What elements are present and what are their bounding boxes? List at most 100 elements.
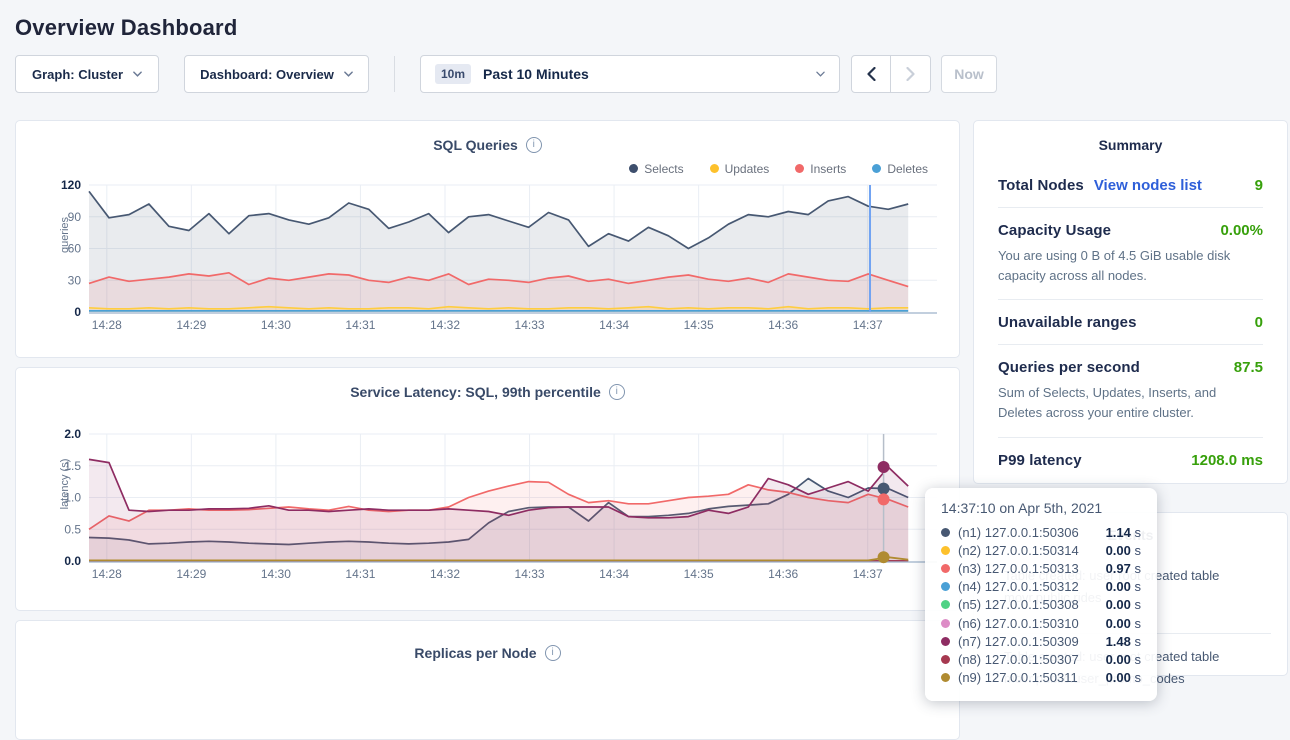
- svg-text:14:36: 14:36: [768, 318, 798, 332]
- svg-text:14:36: 14:36: [768, 567, 798, 581]
- tooltip-row: (n3) 127.0.0.1:50313 0.97 s: [941, 559, 1141, 577]
- svg-text:30: 30: [68, 273, 82, 287]
- service-latency-chart-title: Service Latency: SQL, 99th percentile: [350, 384, 601, 400]
- tooltip-row: (n7) 127.0.0.1:50309 1.48 s: [941, 632, 1141, 650]
- svg-text:120: 120: [61, 178, 81, 192]
- legend-dot-icon: [872, 164, 882, 173]
- svg-text:14:29: 14:29: [176, 318, 206, 332]
- info-icon[interactable]: i: [544, 645, 561, 661]
- prev-time-button[interactable]: [851, 55, 891, 93]
- svg-text:14:34: 14:34: [599, 567, 629, 581]
- time-range-picker[interactable]: 10m Past 10 Minutes: [420, 55, 840, 93]
- graph-scope-dropdown[interactable]: Graph: Cluster: [15, 55, 159, 93]
- legend-label: Selects: [644, 161, 684, 176]
- legend-dot-icon: [709, 164, 719, 173]
- summary-row-unavailable-ranges: Unavailable ranges 0: [998, 299, 1263, 344]
- info-icon[interactable]: i: [525, 137, 542, 153]
- tooltip-node-label: (n3) 127.0.0.1:50313: [958, 560, 1079, 576]
- summary-label: Total Nodes: [998, 177, 1084, 194]
- tooltip-node-value: 0.00 s: [1105, 542, 1141, 558]
- node-color-dot-icon: [941, 673, 950, 683]
- legend-label: Inserts: [810, 161, 847, 176]
- node-color-dot-icon: [941, 563, 950, 573]
- node-color-dot-icon: [941, 618, 950, 628]
- time-range-badge: 10m: [435, 64, 472, 84]
- node-color-dot-icon: [941, 527, 950, 537]
- summary-value: 87.5: [1233, 359, 1263, 377]
- tooltip-node-value: 1.48 s: [1105, 633, 1141, 649]
- svg-text:1.5: 1.5: [64, 459, 81, 473]
- tooltip-node-list: (n1) 127.0.0.1:50306 1.14 s (n2) 127.0.0.1…: [941, 523, 1141, 687]
- tooltip-node-label: (n8) 127.0.0.1:50307: [958, 651, 1079, 667]
- tooltip-node-label: (n7) 127.0.0.1:50309: [958, 633, 1079, 649]
- svg-text:14:37: 14:37: [853, 318, 883, 332]
- node-color-dot-icon: [941, 582, 950, 592]
- legend-item: Selects: [629, 161, 684, 176]
- now-button[interactable]: Now: [941, 55, 997, 93]
- svg-text:1.0: 1.0: [64, 491, 81, 505]
- next-time-button[interactable]: [891, 55, 931, 93]
- legend-label: Updates: [724, 161, 770, 176]
- controls-divider: [394, 56, 395, 92]
- sql-queries-legend: Selects Updates Inserts Deletes: [31, 155, 944, 176]
- svg-text:14:32: 14:32: [430, 567, 460, 581]
- chevron-left-icon: [866, 67, 876, 81]
- summary-row-queries-per-second: Queries per second 87.5 Sum of Selects, …: [998, 344, 1263, 436]
- node-color-dot-icon: [941, 654, 950, 664]
- svg-text:2.0: 2.0: [64, 427, 81, 441]
- svg-text:0.0: 0.0: [64, 554, 81, 568]
- view-nodes-list-link[interactable]: View nodes list: [1093, 177, 1202, 194]
- sql-queries-chart-area[interactable]: queries 14:28 14:29 14:30 14:31 14:32 14:33 14…: [31, 177, 944, 342]
- service-latency-chart-card: Service Latency: SQL, 99th percentile i …: [15, 367, 960, 611]
- page-title: Overview Dashboard: [15, 15, 238, 40]
- svg-text:14:31: 14:31: [345, 567, 375, 581]
- chevron-right-icon: [906, 67, 915, 81]
- summary-description: You are using 0 B of 4.5 GiB usable disk…: [998, 248, 1231, 284]
- chevron-down-icon: [344, 71, 353, 77]
- summary-panel: Summary Total Nodes View nodes list 9 Ca…: [973, 120, 1288, 484]
- tooltip-timestamp: 14:37:10 on Apr 5th, 2021: [941, 500, 1103, 516]
- sql-queries-chart-title: SQL Queries: [433, 137, 518, 153]
- summary-label: Queries per second: [998, 359, 1140, 377]
- tooltip-row: (n8) 127.0.0.1:50307 0.00 s: [941, 650, 1141, 668]
- time-range-label: Past 10 Minutes: [483, 66, 589, 82]
- summary-value: 1208.0 ms: [1191, 451, 1263, 469]
- legend-item: Inserts: [795, 161, 846, 176]
- y-axis-title: queries: [59, 216, 71, 254]
- summary-description: Sum of Selects, Updates, Inserts, and De…: [998, 385, 1217, 421]
- overview-dashboard-page: Overview Dashboard Graph: Cluster Dashbo…: [0, 15, 1290, 740]
- service-latency-chart: 14:28 14:29 14:30 14:31 14:32 14:33 14:34 14:35…: [64, 427, 937, 581]
- replicas-per-node-chart-title: Replicas per Node: [414, 645, 537, 661]
- summary-value: 0.00%: [1220, 222, 1263, 239]
- svg-text:60: 60: [68, 242, 82, 256]
- svg-text:0: 0: [74, 305, 81, 319]
- svg-text:14:30: 14:30: [261, 567, 291, 581]
- tooltip-row: (n1) 127.0.0.1:50306 1.14 s: [941, 523, 1141, 541]
- legend-item: Updates: [709, 161, 770, 176]
- service-latency-chart-area[interactable]: latency (s) 14:28 14:29 14:30 14:31 14:32 14:…: [31, 426, 944, 591]
- sql-queries-chart-card: SQL Queries i Selects Updates Inserts Delet…: [15, 120, 960, 358]
- sql-queries-chart: 14:28 14:29 14:30 14:31 14:32 14:33 14:34 14:35…: [61, 178, 937, 332]
- tooltip-node-label: (n9) 127.0.0.1:50311: [958, 670, 1078, 686]
- svg-text:90: 90: [68, 210, 82, 224]
- legend-dot-icon: [629, 164, 639, 173]
- chart-hover-tooltip: 14:37:10 on Apr 5th, 2021 (n1) 127.0.0.1…: [925, 488, 1157, 701]
- graph-scope-label: Graph: Cluster: [31, 66, 123, 82]
- info-icon[interactable]: i: [608, 384, 625, 400]
- svg-text:14:29: 14:29: [176, 567, 206, 581]
- svg-text:14:33: 14:33: [515, 318, 545, 332]
- svg-text:14:32: 14:32: [430, 318, 460, 332]
- node-color-dot-icon: [941, 600, 950, 610]
- summary-label: P99 latency: [998, 451, 1082, 469]
- tooltip-node-label: (n1) 127.0.0.1:50306: [958, 524, 1079, 540]
- dashboard-select-label: Dashboard: Overview: [200, 66, 334, 82]
- node-color-dot-icon: [941, 545, 950, 555]
- tooltip-node-value: 0.00 s: [1105, 597, 1141, 613]
- legend-label: Deletes: [887, 161, 928, 176]
- svg-text:14:28: 14:28: [92, 318, 122, 332]
- dashboard-select-dropdown[interactable]: Dashboard: Overview: [184, 55, 369, 93]
- summary-label: Capacity Usage: [998, 222, 1112, 239]
- tooltip-node-label: (n4) 127.0.0.1:50312: [958, 579, 1079, 595]
- summary-heading: Summary: [1098, 137, 1163, 153]
- summary-value: 0: [1254, 314, 1263, 332]
